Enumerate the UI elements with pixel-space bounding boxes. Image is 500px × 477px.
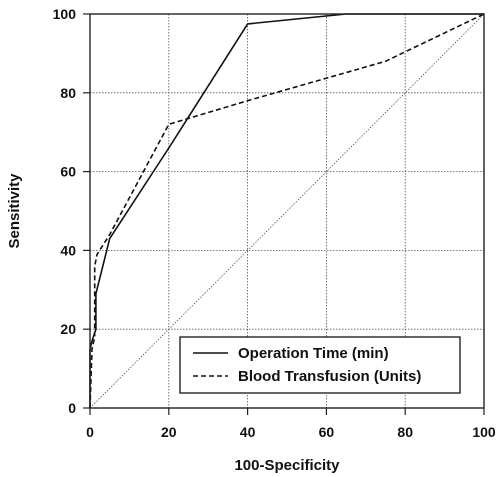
y-tick-label: 80 xyxy=(60,85,76,101)
x-tick-label: 80 xyxy=(397,424,413,440)
x-tick-label: 40 xyxy=(240,424,256,440)
x-tick-label: 60 xyxy=(319,424,335,440)
y-tick-label: 20 xyxy=(60,321,76,337)
tick-labels: 0 20 40 60 80 100 0 20 40 60 80 100 xyxy=(53,6,496,440)
plot-frame xyxy=(89,13,485,409)
x-tick-label: 100 xyxy=(472,424,496,440)
legend-box xyxy=(179,336,461,394)
tick-marks xyxy=(83,13,485,415)
x-tick-label: 20 xyxy=(161,424,177,440)
legend-label-blood-transfusion: Blood Transfusion (Units) xyxy=(238,368,421,385)
x-tick-label: 0 xyxy=(86,424,94,440)
y-tick-label: 100 xyxy=(53,6,77,22)
legend-label-operation-time: Operation Time (min) xyxy=(238,345,389,362)
series-line-1 xyxy=(89,13,485,409)
y-axis-label: Sensitivity xyxy=(6,173,23,249)
series-line-0 xyxy=(89,13,484,408)
y-tick-label: 0 xyxy=(68,400,76,416)
x-axis-label: 100-Specificity xyxy=(234,457,340,474)
y-tick-label: 40 xyxy=(60,242,76,258)
series-layer xyxy=(89,13,485,409)
legend: Operation Time (min) Blood Transfusion (… xyxy=(179,336,461,394)
y-tick-label: 60 xyxy=(60,164,76,180)
